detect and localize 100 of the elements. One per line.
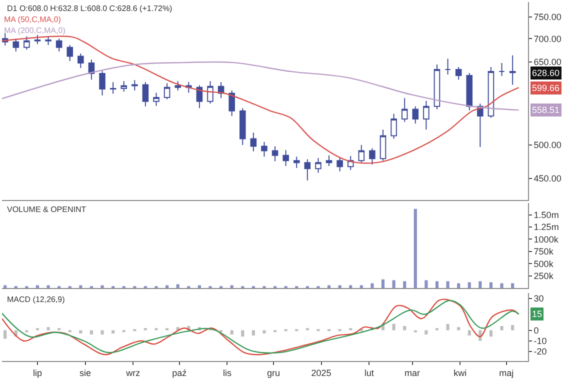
candlestick <box>120 80 127 92</box>
y-tick-label: 750k <box>534 246 554 257</box>
bar <box>90 330 94 334</box>
y-tick-label: 0 <box>534 325 539 336</box>
candlestick <box>56 38 62 52</box>
candlestick <box>358 144 365 164</box>
x-tick-label: 2025 <box>311 368 332 378</box>
bar <box>511 283 514 288</box>
y-tick-label: 700.00 <box>534 34 562 44</box>
candlestick <box>434 64 440 110</box>
bar <box>414 208 417 288</box>
bar <box>468 282 471 288</box>
bar <box>489 282 493 288</box>
candlestick <box>34 34 41 45</box>
annotation: 599.66 <box>532 83 560 93</box>
annotation: 628.60 <box>532 68 560 78</box>
bar <box>166 285 169 288</box>
text: MA (200,C,MA,0) <box>4 26 66 35</box>
candlestick <box>174 80 181 92</box>
bar <box>446 324 450 330</box>
bar <box>198 285 201 288</box>
bar <box>392 324 396 330</box>
bar <box>79 285 82 288</box>
x-tick-label: sie <box>80 368 92 378</box>
bar <box>338 285 342 288</box>
bar <box>262 330 266 334</box>
chart-title: VOLUME & OPENINT <box>7 205 86 214</box>
candlestick <box>110 82 116 94</box>
bar <box>349 285 352 288</box>
x-tick-label: mar <box>404 368 420 378</box>
candlestick <box>498 62 505 76</box>
bar <box>500 283 504 288</box>
bar <box>241 330 244 337</box>
series-label: MA (50,C,MA,0) <box>4 15 62 24</box>
candlestick <box>336 157 343 172</box>
x-tick-label: kwi <box>454 368 467 378</box>
annotation: 15 <box>532 309 542 319</box>
bar <box>370 283 374 288</box>
bar <box>435 281 439 288</box>
bar <box>500 326 504 330</box>
bar <box>478 281 482 288</box>
candlestick <box>272 146 278 162</box>
candlestick <box>228 90 235 117</box>
y-tick-label: 500k <box>534 258 554 269</box>
y-tick-label: 650.00 <box>534 57 562 68</box>
x-tick-label: gru <box>266 368 280 378</box>
bar <box>403 326 406 330</box>
bar <box>424 330 428 334</box>
candlestick <box>45 35 52 46</box>
bar <box>489 330 493 337</box>
y-tick-label: 750.00 <box>534 12 562 22</box>
candlestick <box>369 148 376 166</box>
candlestick <box>444 58 451 75</box>
bar <box>100 285 104 288</box>
bar <box>457 283 460 288</box>
candlestick <box>304 158 311 181</box>
candlestick <box>66 44 74 62</box>
line-series <box>2 36 520 164</box>
y-tick-label: -20 <box>534 346 547 357</box>
line-series <box>2 61 520 111</box>
candlestick <box>24 36 30 50</box>
candlestick <box>282 150 289 166</box>
candlestick <box>164 82 170 100</box>
candlestick <box>509 54 516 86</box>
chart-title: MACD (12,26,9) <box>7 295 66 304</box>
bar <box>4 285 7 288</box>
candlestick <box>380 129 386 162</box>
bar <box>252 330 255 336</box>
bar <box>100 330 104 334</box>
candlestick <box>455 66 462 80</box>
bar <box>381 279 385 288</box>
bar <box>46 327 50 330</box>
y-tick-label: 1000k <box>534 234 559 244</box>
bar <box>446 281 450 288</box>
x-tick-label: maj <box>499 368 514 378</box>
y-tick-label: 1.50m <box>534 210 559 220</box>
candlestick <box>132 80 138 92</box>
y-tick-label: 1.25m <box>534 222 559 232</box>
y-tick-label: 250k <box>534 271 554 282</box>
y-tick-label: 450.00 <box>534 174 562 184</box>
candlestick <box>250 132 257 152</box>
bar <box>403 281 406 288</box>
bar <box>79 330 82 334</box>
candlestick <box>326 154 332 166</box>
y-tick-label: 30 <box>534 294 544 304</box>
candlestick <box>78 52 84 68</box>
candlestick <box>401 98 408 122</box>
bar <box>511 324 514 330</box>
candlestick <box>207 80 214 104</box>
candlestick <box>390 113 397 140</box>
bar <box>230 285 234 288</box>
bar <box>46 285 50 288</box>
candlestick <box>293 156 300 168</box>
candlestick <box>423 100 430 130</box>
x-tick-label: lis <box>222 368 232 378</box>
y-tick-label: -10 <box>534 336 547 346</box>
candlestick <box>196 84 203 109</box>
candlestick <box>142 82 149 107</box>
x-tick-label: wrz <box>125 368 141 378</box>
chart-title: D1 O:608.0 H:632.8 L:608.0 C:628.6 (+1.72%) <box>7 4 173 13</box>
